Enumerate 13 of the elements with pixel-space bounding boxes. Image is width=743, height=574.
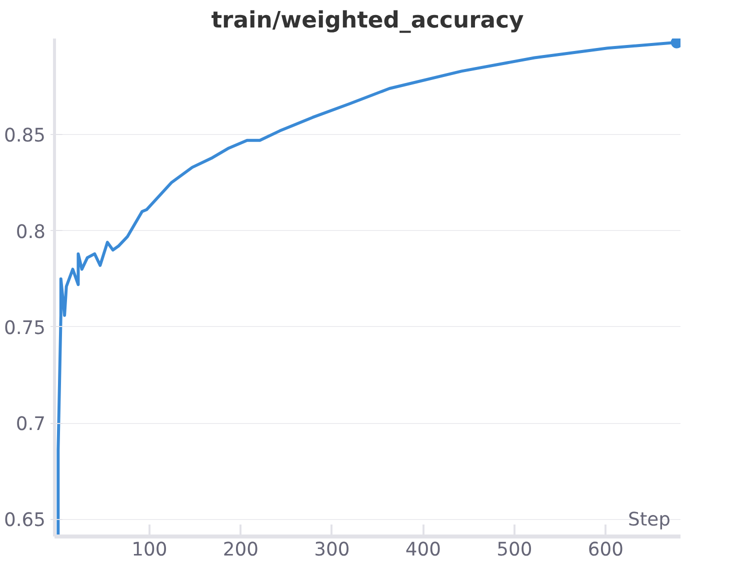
chart-title: train/weighted_accuracy: [211, 8, 524, 34]
x-tick-label: 100: [132, 540, 168, 560]
y-tick-label: 0.75: [4, 318, 46, 339]
x-tick-label: 300: [314, 540, 350, 560]
y-tick-label: 0.85: [4, 126, 46, 147]
x-tick-label: 600: [588, 540, 624, 560]
y-tick-label: 0.65: [4, 510, 46, 532]
x-tick-label: 400: [405, 540, 441, 560]
y-tick-label: 0.7: [16, 414, 46, 436]
y-tick-label: 0.8: [16, 222, 46, 243]
x-tick-label: 500: [496, 540, 532, 560]
x-tick-label: 200: [222, 540, 258, 560]
x-axis-title: Step: [628, 510, 671, 530]
